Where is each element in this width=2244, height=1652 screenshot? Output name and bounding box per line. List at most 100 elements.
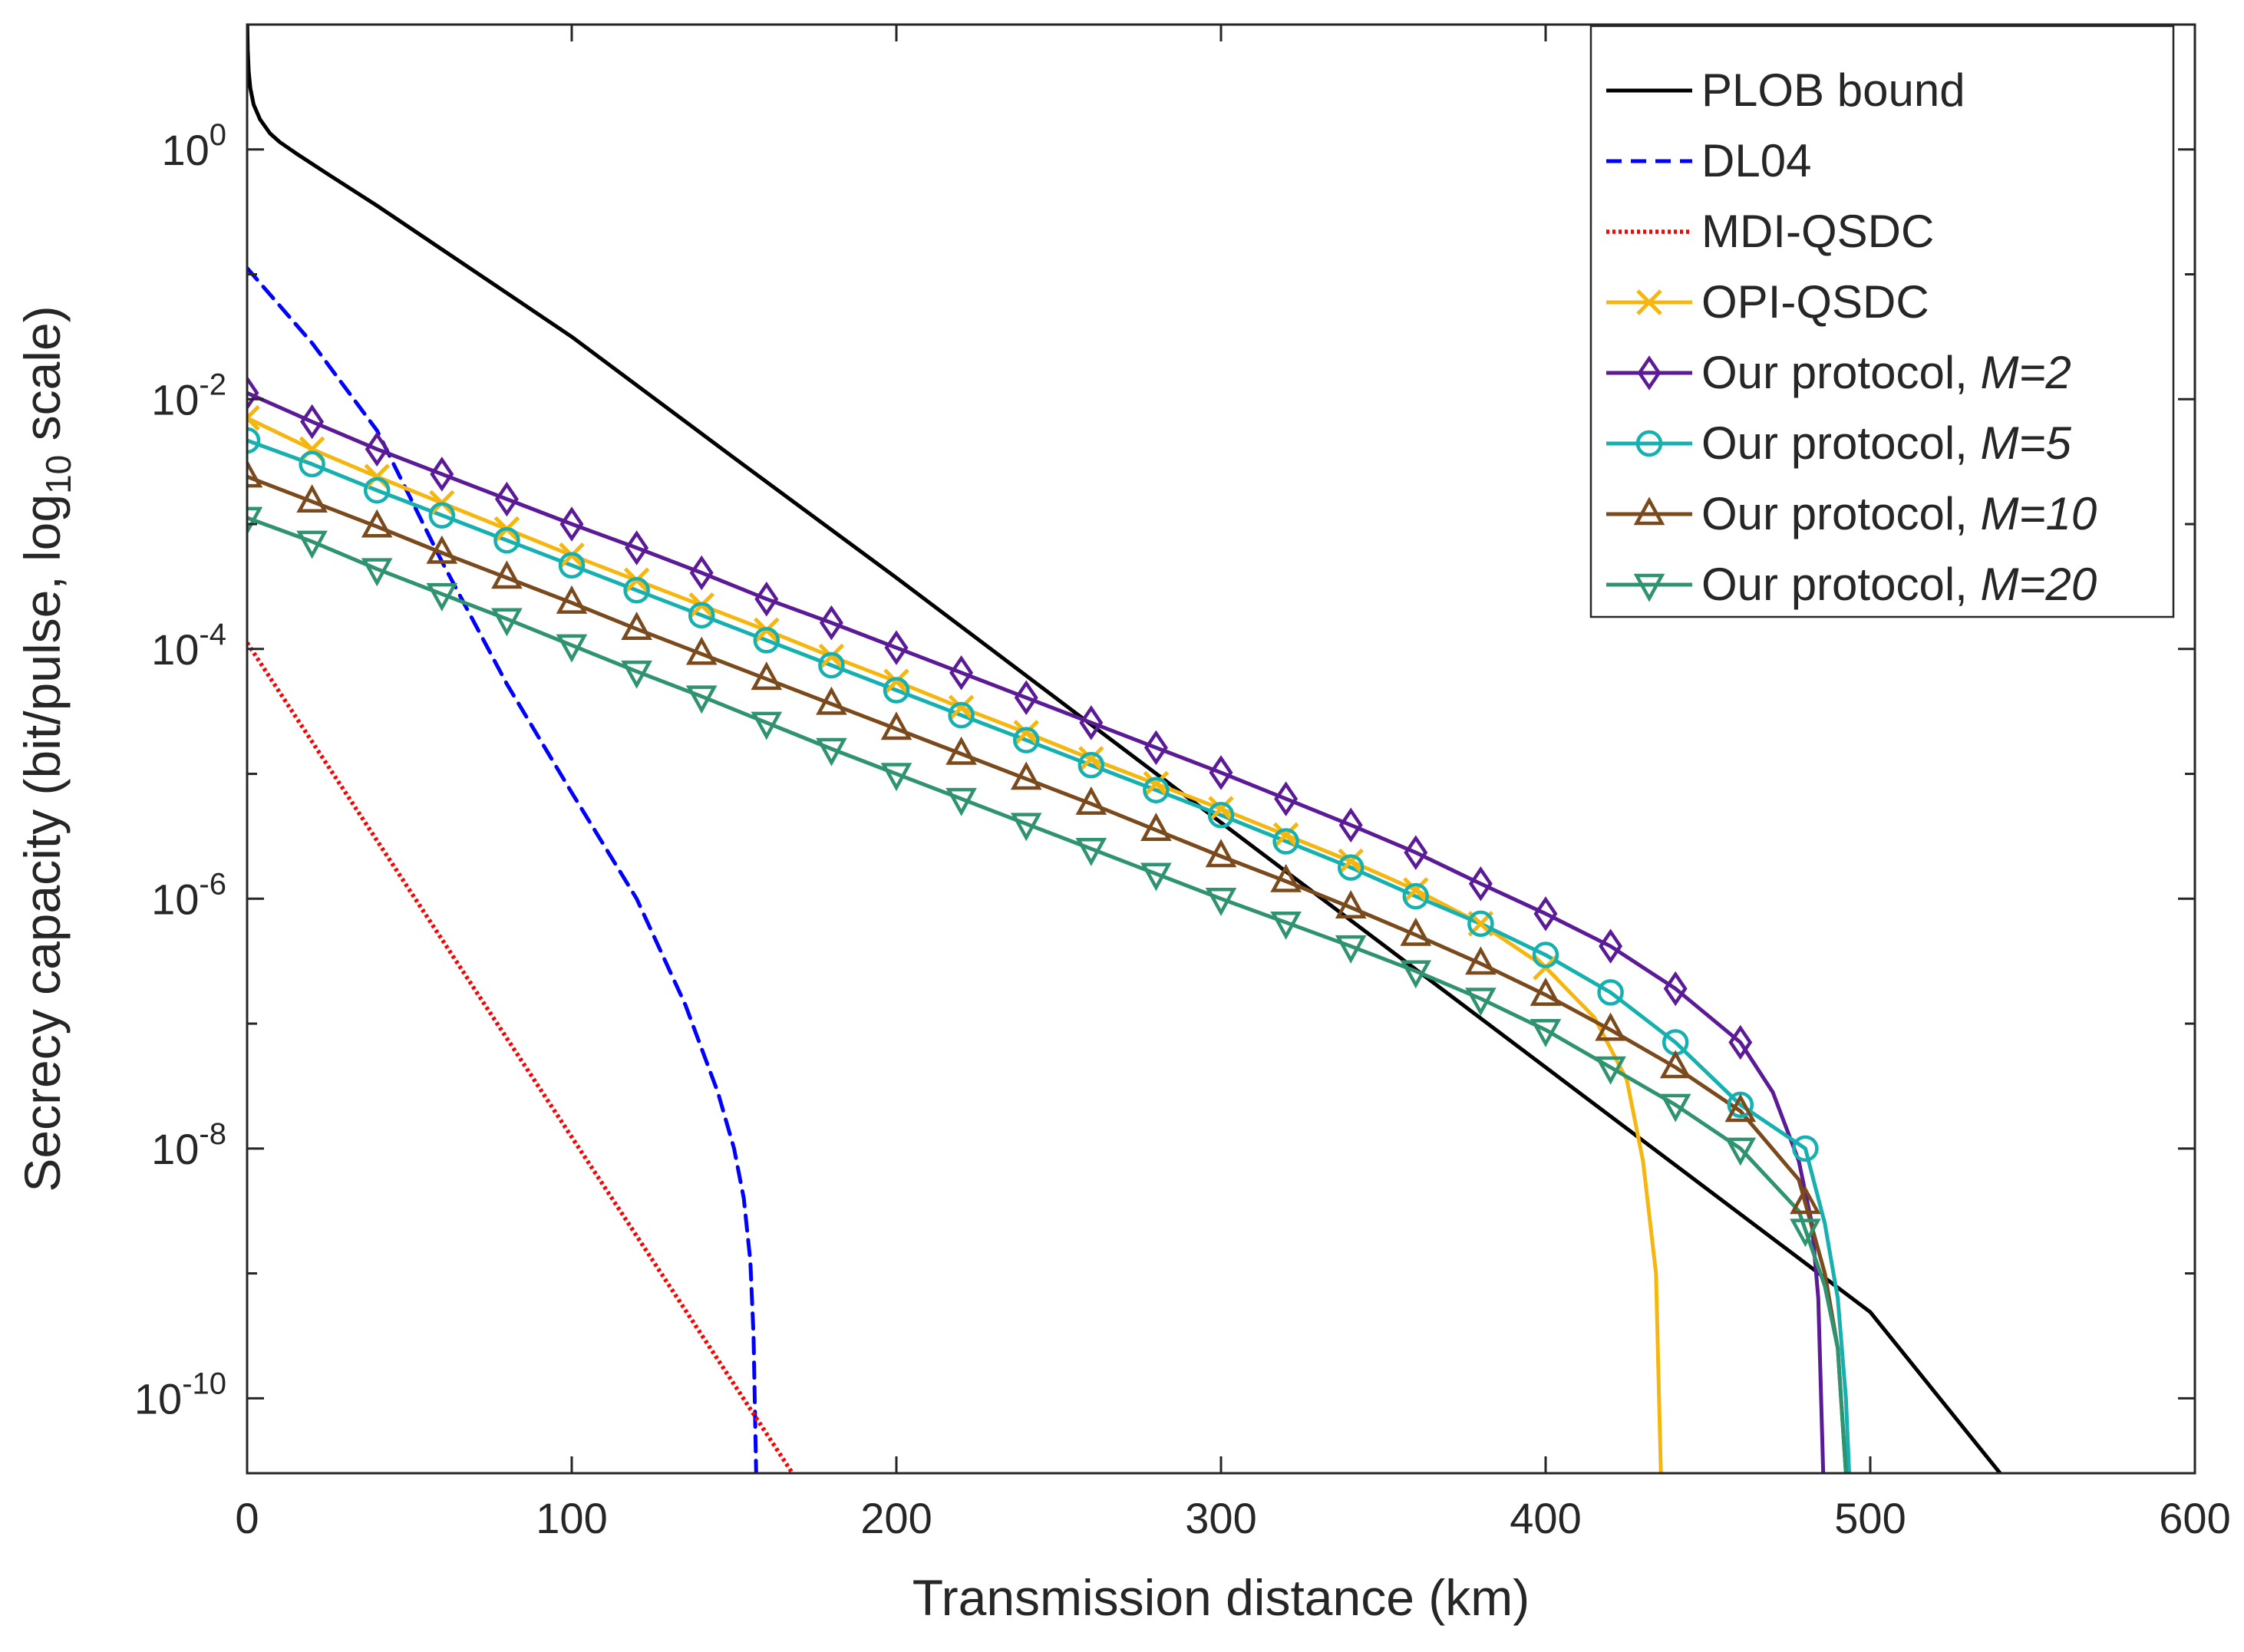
series-0-line	[247, 25, 2002, 1473]
y-tick-label-exponent: 0	[210, 118, 226, 152]
series-7-marker	[426, 582, 458, 612]
series-6-marker	[1400, 917, 1432, 946]
series-7-marker	[621, 660, 652, 689]
legend-entry-5-label-italic: M=5	[1981, 417, 2072, 469]
legend-entry-1: DL04	[1606, 135, 1811, 186]
series-3-marker-stroke-b	[1272, 822, 1299, 849]
series-7-marker	[880, 763, 912, 792]
series-6-marker	[247, 459, 263, 488]
series-3-marker-stroke-b	[1143, 770, 1170, 797]
series-3-marker-stroke-b	[1338, 848, 1364, 875]
series-7-marker	[247, 506, 263, 536]
series-5-marker	[1337, 854, 1365, 881]
series-7-marker	[1790, 1218, 1821, 1248]
series-5-marker	[688, 602, 715, 629]
series-4-marker	[1274, 781, 1299, 816]
legend-entry-4-label-text: Our protocol,	[1701, 347, 1981, 398]
legend-entry-6: Our protocol, M=10	[1606, 488, 2097, 539]
series-3-marker	[1272, 822, 1299, 849]
series-3-marker-stroke-b	[1403, 877, 1429, 903]
series-5-marker	[883, 677, 910, 704]
series-6-marker	[1140, 813, 1172, 842]
series-4-marker	[365, 431, 389, 467]
series-6-marker	[880, 711, 912, 740]
series-3-marker-stroke-b	[247, 404, 260, 421]
series-5-marker	[948, 701, 975, 729]
series-6-marker	[1659, 1050, 1691, 1079]
series-6-marker	[426, 535, 458, 564]
series-7-line	[247, 516, 1848, 1473]
y-tick-label-base: 10	[151, 875, 199, 923]
legend-entry-0-label-text: PLOB bound	[1701, 64, 1965, 116]
series-5-marker	[299, 450, 325, 478]
series-5-marker	[1727, 1091, 1754, 1119]
legend-entry-7-marker	[1633, 573, 1665, 602]
series-4-marker	[1143, 730, 1168, 766]
series-5-marker	[1143, 777, 1170, 803]
series-7-marker	[1724, 1137, 1757, 1166]
series-5-marker	[363, 476, 391, 504]
y-tick-label-0: 100	[161, 118, 226, 174]
series-3-marker-stroke-b	[818, 643, 845, 670]
legend: PLOB bound DL04 MDI-QSDC OPI-QSDC Our protoc…	[1589, 25, 2175, 618]
series-3-marker	[948, 694, 975, 721]
y-tick-label-exponent: -6	[199, 867, 226, 901]
series-6-marker	[1270, 863, 1302, 892]
series-7-marker	[1530, 1018, 1562, 1047]
series-layer	[247, 25, 2002, 1473]
series-4-marker	[1599, 928, 1623, 964]
series-5-marker	[818, 651, 845, 679]
series-7-marker	[1400, 960, 1432, 989]
series-6-marker	[1595, 1012, 1626, 1041]
series-7-marker	[816, 737, 847, 767]
series-5-marker	[1012, 727, 1040, 753]
series-7-markers	[247, 506, 1821, 1248]
series-7-marker	[296, 530, 328, 559]
series-4-marker	[1338, 807, 1363, 843]
series-5-marker	[428, 502, 456, 529]
series-6-marker	[361, 509, 393, 538]
series-3-marker-stroke-a	[247, 415, 260, 431]
series-6-marker	[491, 560, 523, 589]
series-3-marker	[1338, 848, 1364, 875]
series-6-marker	[1010, 761, 1042, 790]
series-4-marker	[1209, 755, 1233, 790]
legend-entry-6-marker	[1633, 496, 1665, 526]
series-7-marker	[751, 711, 783, 740]
legend-entry-3-label: OPI-QSDC	[1701, 276, 1929, 328]
series-4-marker	[1468, 866, 1493, 902]
legend-entry-3-label-text: OPI-QSDC	[1701, 276, 1929, 328]
legend-entry-7: Our protocol, M=20	[1606, 559, 2097, 610]
series-4-line	[247, 391, 1826, 1473]
series-3-marker	[1208, 796, 1234, 822]
series-6-marker	[816, 686, 847, 715]
y-tick-label-base: 10	[134, 1374, 182, 1423]
y-tick-label-exponent: -2	[199, 368, 226, 401]
series-4-marker	[625, 530, 649, 566]
series-5-marker	[558, 552, 586, 579]
series-3-marker	[1143, 770, 1170, 797]
series-6-marker	[1075, 786, 1107, 815]
legend-entry-2-label-text: MDI-QSDC	[1701, 206, 1934, 257]
legend-entry-4-label-italic: M=2	[1981, 347, 2071, 398]
series-6-marker	[296, 484, 328, 513]
series-6-marker	[1205, 839, 1237, 868]
series-4-marker	[1728, 1024, 1753, 1060]
y-tick-label-base: 10	[161, 126, 209, 174]
series-7-marker	[491, 608, 523, 637]
series-3-marker	[1403, 877, 1429, 903]
series-7-marker	[1595, 1056, 1626, 1085]
series-4-marker	[689, 555, 714, 591]
legend-entry-7-label: Our protocol, M=20	[1701, 559, 2097, 610]
series-6-marker	[1335, 890, 1367, 918]
series-4-marker	[1663, 971, 1688, 1007]
series-5-marker	[1532, 941, 1559, 968]
y-tick-label-base: 10	[151, 1125, 199, 1173]
series-5-markers	[247, 427, 1819, 1162]
series-3-marker-stroke-b	[1208, 796, 1234, 822]
series-6-marker	[1790, 1185, 1821, 1215]
legend-entry-5: Our protocol, M=5	[1606, 417, 2072, 469]
y-axis-label-prefix: Secrecy capacity (bit/pulse, log	[14, 494, 71, 1192]
series-3-marker-stroke-b	[364, 463, 390, 490]
